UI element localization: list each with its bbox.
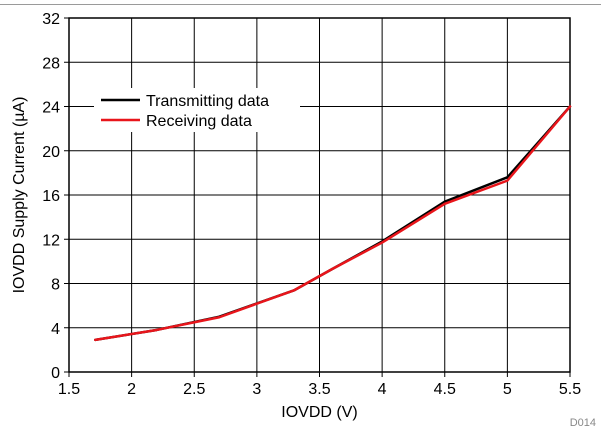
x-tick-label: 2.5 xyxy=(183,381,205,398)
x-axis-title: IOVDD (V) xyxy=(281,404,357,421)
y-tick-label: 20 xyxy=(42,144,60,161)
legend-label: Transmitting data xyxy=(146,93,269,110)
x-tick-label: 1.5 xyxy=(58,381,80,398)
y-tick-label: 4 xyxy=(51,321,60,338)
y-axis-title: IOVDD Supply Current (µA) xyxy=(11,97,28,294)
figure-id: D014 xyxy=(570,417,596,429)
y-tick-label: 32 xyxy=(42,11,60,28)
series-line xyxy=(94,105,572,342)
x-tick-label: 4.5 xyxy=(434,381,456,398)
legend-label: Receiving data xyxy=(146,113,252,130)
x-tick-label: 5.5 xyxy=(559,381,581,398)
y-tick-label: 16 xyxy=(42,188,60,205)
x-tick-label: 5 xyxy=(503,381,512,398)
y-tick-label: 12 xyxy=(42,232,60,249)
y-tick-label: 24 xyxy=(42,100,60,117)
y-tick-label: 28 xyxy=(42,55,60,72)
y-tick-label: 8 xyxy=(51,277,60,294)
legend-box xyxy=(94,88,300,132)
top-rule xyxy=(0,4,601,5)
x-tick-label: 2 xyxy=(127,381,136,398)
x-tick-label: 3 xyxy=(252,381,261,398)
y-tick-label: 0 xyxy=(51,365,60,382)
x-tick-label: 4 xyxy=(378,381,387,398)
x-tick-label: 3.5 xyxy=(308,381,330,398)
